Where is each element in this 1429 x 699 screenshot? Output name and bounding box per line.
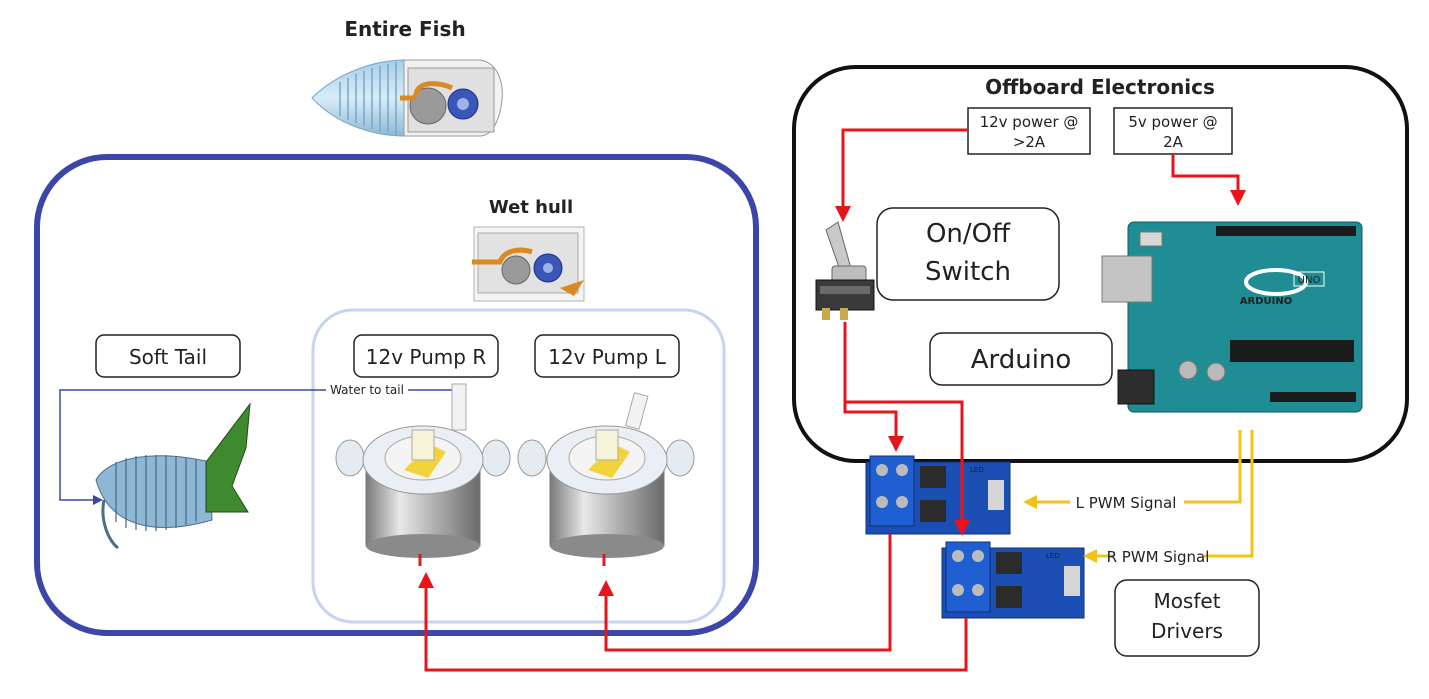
wire-r-pwm-signal xyxy=(1204,430,1254,558)
wire-l-pwm-signal xyxy=(1184,430,1242,504)
toggle-switch-image xyxy=(815,221,875,320)
l-pwm-label: L PWM Signal xyxy=(1076,494,1177,512)
fish-body-box xyxy=(34,154,759,636)
entire-fish-title: Entire Fish xyxy=(344,17,465,41)
water-to-tail-line: Water to tail xyxy=(59,381,461,505)
offboard-electronics-title: Offboard Electronics xyxy=(985,75,1215,99)
arduino-label: Arduino xyxy=(971,345,1072,375)
pump-r-label: 12v Pump R xyxy=(366,345,487,369)
mosfet-label-line1: Mosfet xyxy=(1153,589,1220,613)
power-12v-box: 12v power @ >2A xyxy=(967,107,1091,155)
switch-label-line2: Switch xyxy=(925,257,1011,287)
water-to-tail-label: Water to tail xyxy=(330,383,404,397)
pump-l-label: 12v Pump L xyxy=(548,345,667,369)
wire-mosfet-l-to-pump-l xyxy=(598,534,892,652)
pump-l-label-box: 12v Pump L xyxy=(534,334,680,378)
wet-hull-title: Wet hull xyxy=(489,197,573,218)
pump-r-label-box: 12v Pump R xyxy=(353,334,499,378)
mosfet-driver-r: LED xyxy=(941,541,1085,619)
mosfet-label-line2: Drivers xyxy=(1151,619,1223,643)
mosfet-driver-l: LED xyxy=(865,455,1011,535)
wet-hull-box xyxy=(311,308,726,624)
mosfet-r-led-text: LED xyxy=(1046,552,1060,560)
arduino-uno-image: ARDUINO UNO xyxy=(1101,221,1363,413)
switch-label-line1: On/Off xyxy=(926,219,1011,249)
entire-fish-image xyxy=(311,59,503,137)
power-12v-label-line2: >2A xyxy=(1013,133,1046,151)
r-pwm-label: R PWM Signal xyxy=(1107,548,1210,566)
wet-hull-image xyxy=(472,226,585,302)
arduino-brand-text: ARDUINO xyxy=(1240,296,1292,307)
offboard-electronics-box xyxy=(792,65,1409,463)
pump-r-image xyxy=(335,383,511,566)
soft-tail-image xyxy=(95,402,251,550)
wire-switch-to-mosfet-r xyxy=(845,400,970,536)
soft-tail-label-box: Soft Tail xyxy=(95,334,241,378)
arduino-uno-text: UNO xyxy=(1298,275,1321,286)
mosfet-l-led-text: LED xyxy=(970,466,984,474)
wire-12v-to-switch xyxy=(835,128,968,222)
power-12v-label-line1: 12v power @ xyxy=(980,113,1079,131)
wire-5v-to-arduino xyxy=(1171,154,1246,206)
mosfet-label-box: Mosfet Drivers xyxy=(1114,579,1260,657)
soft-tail-label: Soft Tail xyxy=(129,345,207,369)
power-5v-box: 5v power @ 2A xyxy=(1113,107,1233,155)
power-5v-label-line2: 2A xyxy=(1163,133,1184,151)
switch-label-box: On/Off Switch xyxy=(876,207,1060,301)
wire-mosfet-r-to-pump-r xyxy=(418,572,968,672)
arduino-label-box: Arduino xyxy=(929,332,1113,386)
wire-switch-to-mosfet-l xyxy=(843,322,904,452)
pump-l-image xyxy=(517,392,695,566)
power-5v-label-line1: 5v power @ xyxy=(1128,113,1217,131)
